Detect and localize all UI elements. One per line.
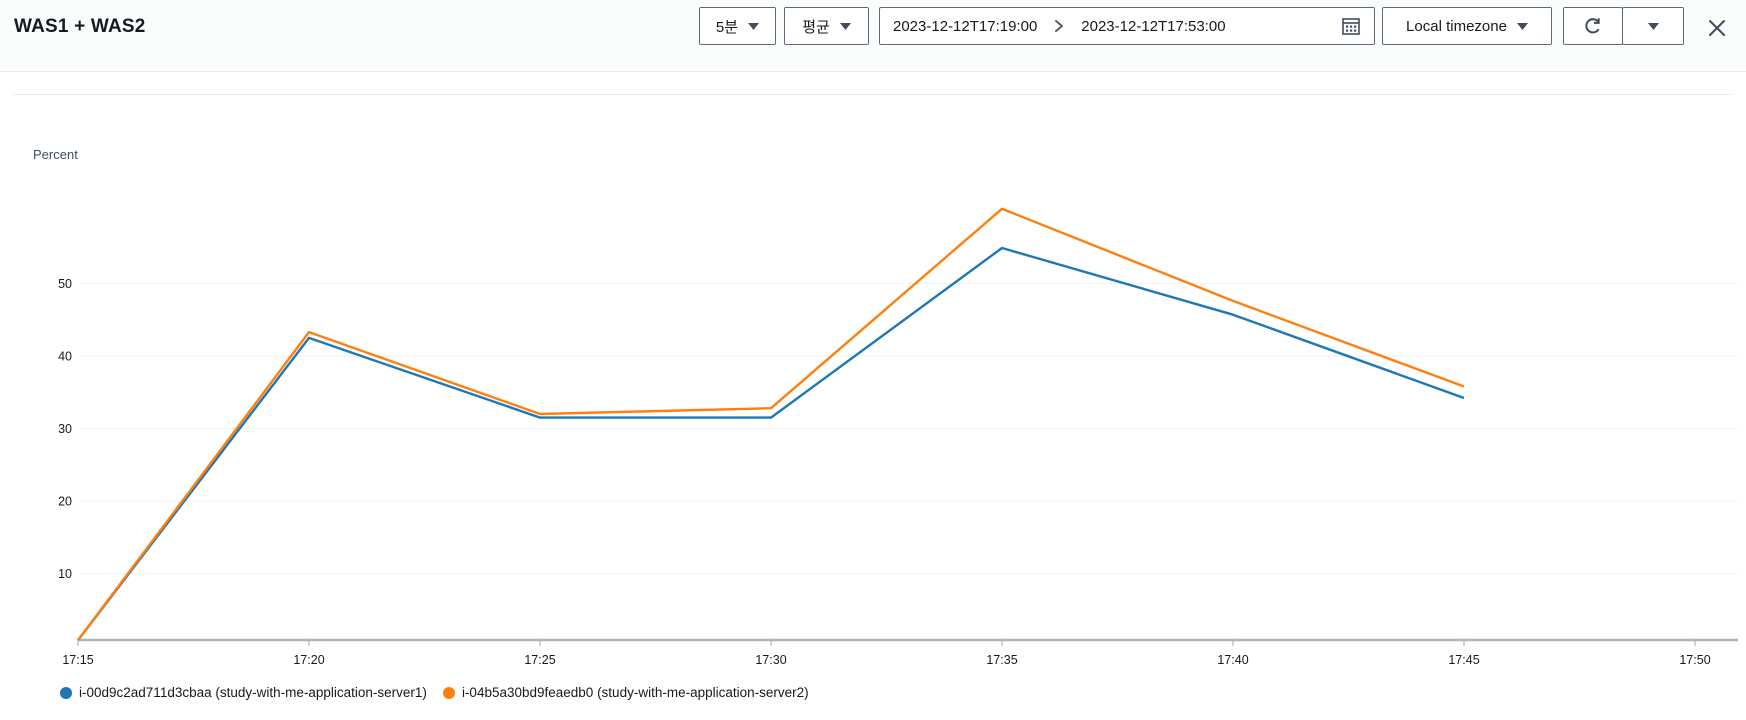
caret-down-icon xyxy=(1647,22,1659,30)
date-range-picker[interactable]: 2023-12-12T17:19:00 2023-12-12T17:53:00 xyxy=(879,7,1375,45)
date-range-end: 2023-12-12T17:53:00 xyxy=(1081,17,1226,35)
modal-header: WAS1 + WAS2 5분 평균 2023-12-12T17:19:00 20… xyxy=(0,0,1746,72)
timezone-dropdown[interactable]: Local timezone xyxy=(1382,7,1552,45)
legend-item-server1[interactable]: i-00d9c2ad711d3cbaa (study-with-me-appli… xyxy=(60,685,427,700)
refresh-icon xyxy=(1585,18,1600,34)
legend-dot-orange xyxy=(442,686,455,699)
legend-label: i-00d9c2ad711d3cbaa (study-with-me-appli… xyxy=(79,685,427,700)
close-icon xyxy=(1709,20,1725,36)
chevron-right-icon xyxy=(1055,20,1064,32)
caret-down-icon xyxy=(748,22,760,30)
svg-text:50: 50 xyxy=(58,277,72,291)
date-range-start: 2023-12-12T17:19:00 xyxy=(893,17,1038,35)
y-axis-unit-label: Percent xyxy=(33,147,78,162)
header-divider xyxy=(13,94,1733,95)
svg-text:17:30: 17:30 xyxy=(755,653,786,667)
chart-svg[interactable]: 10 20 30 40 50 17:15 17:20 17:25 17:30 17:35 17:40… xyxy=(0,100,1746,720)
caret-down-icon xyxy=(1516,22,1528,30)
close-button[interactable] xyxy=(1698,11,1736,45)
calendar-icon xyxy=(1342,18,1360,35)
period-dropdown-label: 5분 xyxy=(715,18,739,36)
svg-text:17:15: 17:15 xyxy=(62,653,93,667)
statistic-dropdown[interactable]: 평균 xyxy=(784,7,869,45)
svg-text:40: 40 xyxy=(58,350,72,364)
legend-item-server2[interactable]: i-04b5a30bd9feaedb0 (study-with-me-appli… xyxy=(442,685,809,700)
svg-text:17:35: 17:35 xyxy=(986,653,1017,667)
period-dropdown[interactable]: 5분 xyxy=(699,7,776,45)
refresh-button[interactable] xyxy=(1563,7,1623,45)
timezone-dropdown-label: Local timezone xyxy=(1406,17,1507,35)
svg-text:17:20: 17:20 xyxy=(293,653,324,667)
svg-text:20: 20 xyxy=(58,495,72,509)
caret-down-icon xyxy=(839,22,851,30)
svg-text:30: 30 xyxy=(58,422,72,436)
svg-text:10: 10 xyxy=(58,567,72,581)
page-title: WAS1 + WAS2 xyxy=(14,16,146,37)
svg-text:17:50: 17:50 xyxy=(1679,653,1710,667)
svg-text:17:25: 17:25 xyxy=(524,653,555,667)
chart-legend: i-00d9c2ad711d3cbaa (study-with-me-appli… xyxy=(60,685,809,700)
legend-dot-blue xyxy=(60,686,72,699)
legend-label: i-04b5a30bd9feaedb0 (study-with-me-appli… xyxy=(461,685,809,700)
statistic-dropdown-label: 평균 xyxy=(802,18,830,36)
svg-text:17:40: 17:40 xyxy=(1217,653,1248,667)
refresh-options-dropdown[interactable] xyxy=(1622,7,1684,45)
svg-text:17:45: 17:45 xyxy=(1448,653,1479,667)
